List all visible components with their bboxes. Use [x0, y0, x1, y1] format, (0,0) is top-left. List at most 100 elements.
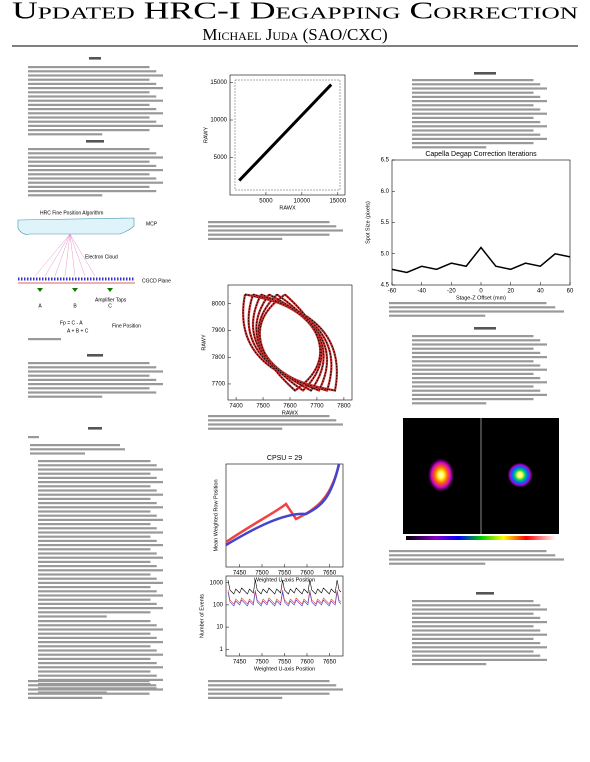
text-line: [28, 82, 157, 85]
text-line: [38, 641, 163, 644]
text-line: [38, 531, 163, 534]
text-line: [412, 95, 541, 98]
fine-label: Fine Position: [112, 323, 141, 329]
text-line: [28, 129, 150, 132]
x-tick-label: 7800: [337, 404, 351, 410]
text-line: [38, 586, 151, 589]
text-line: [208, 427, 283, 430]
x-tick-label: 7450: [233, 660, 247, 666]
text-line: [28, 87, 163, 90]
text-line: [208, 221, 330, 224]
text-line: [28, 108, 157, 111]
text-line: [38, 502, 157, 505]
y-tick-label: 7800: [212, 355, 226, 361]
text-line: [208, 415, 330, 418]
x-axis-label: RAWX: [282, 410, 299, 416]
text-line: [30, 452, 85, 455]
formula-top: Fp = C - A: [60, 320, 83, 326]
text-line: [38, 569, 163, 572]
text-line: [38, 653, 163, 656]
text-line: [412, 629, 541, 632]
author: Michael Juda (SAO/CXC): [202, 25, 387, 44]
text-line: [412, 79, 534, 82]
text-line: [412, 633, 547, 636]
algorithm-diagram: HRC Fine Position Algorithm MCP Electron…: [17, 210, 171, 334]
text-line: [412, 360, 534, 363]
text-line: [38, 506, 163, 509]
text-line: [412, 108, 541, 111]
text-line: [208, 680, 330, 683]
text-line: [412, 625, 534, 628]
section-heading: [88, 427, 102, 430]
text-line: [412, 663, 487, 666]
x-tick-label: 60: [567, 289, 574, 295]
plot-title: Capella Degap Correction Iterations: [425, 151, 537, 158]
text-line: [412, 83, 541, 86]
text-line: [28, 177, 157, 180]
inner-frame: [234, 79, 341, 191]
text-line: [30, 444, 120, 447]
x-tick-label: 7600: [283, 404, 297, 410]
figure: 5000 10000 15000 5000 10000 15000 RAWX RAWY: [203, 74, 347, 211]
text-line: [38, 624, 157, 627]
text-line: [412, 133, 541, 136]
text-line: [208, 233, 330, 236]
y-tick-label: 5.5: [381, 220, 390, 226]
y-tick-label: 6.0: [381, 189, 390, 195]
text-line: [28, 66, 150, 69]
text-line: [389, 314, 486, 317]
x-tick-label: 0: [479, 289, 483, 295]
text-line: [208, 237, 283, 240]
y-tick-label: 7700: [212, 382, 226, 388]
text-line: [28, 70, 157, 73]
y-tick-label: 4.5: [381, 283, 390, 289]
text-line: [389, 558, 564, 561]
text-line: [412, 339, 541, 342]
text-line: [412, 364, 541, 367]
text-line: [412, 91, 534, 94]
text-line: [412, 642, 541, 645]
text-line: [38, 565, 157, 568]
text-line: [208, 419, 337, 422]
text-line: [412, 343, 547, 346]
x-tick-label: 7600: [300, 660, 314, 666]
text-line: [38, 594, 163, 597]
text-line: [38, 632, 151, 635]
text-line: [28, 692, 150, 695]
tap-c: C: [108, 303, 112, 309]
y-tick-label: 100: [213, 602, 224, 608]
text-line: [28, 91, 150, 94]
text-line: [38, 468, 163, 471]
text-line: [412, 116, 534, 119]
section-heading: [476, 592, 494, 595]
text-line: [412, 389, 541, 392]
text-line: [412, 385, 534, 388]
text-line: [28, 156, 163, 159]
text-line: [38, 497, 151, 500]
title: Updated HRC-I Degapping Correction: [12, 0, 578, 25]
text-line: [28, 362, 150, 365]
x-tick-label: -20: [447, 289, 456, 295]
count-line: [227, 579, 342, 595]
text-line: [28, 366, 157, 369]
text-line: [412, 356, 547, 359]
taps-label: Amplifier Taps: [95, 297, 127, 303]
figure: -60 -40 -20 0 20 40 60 4.5 5.0 5.5 6.0 6.5 Stage-Z O…: [365, 151, 574, 302]
text-line: [389, 310, 564, 313]
plot-frame: [391, 159, 571, 286]
text-line: [412, 381, 547, 384]
y-tick-label: 10: [216, 625, 223, 631]
x-tick-label: 15000: [329, 199, 346, 205]
plane-label: CGCD Plane: [142, 278, 171, 284]
text-line: [412, 347, 534, 350]
text-line: [412, 142, 534, 145]
text-line: [38, 527, 157, 530]
text-line: [412, 654, 541, 657]
electron-cloud: [34, 233, 96, 277]
text-line: [38, 476, 157, 479]
section-heading: [86, 140, 104, 143]
text-line: [28, 185, 150, 188]
text-line: [28, 160, 150, 163]
text-line: [412, 377, 541, 380]
